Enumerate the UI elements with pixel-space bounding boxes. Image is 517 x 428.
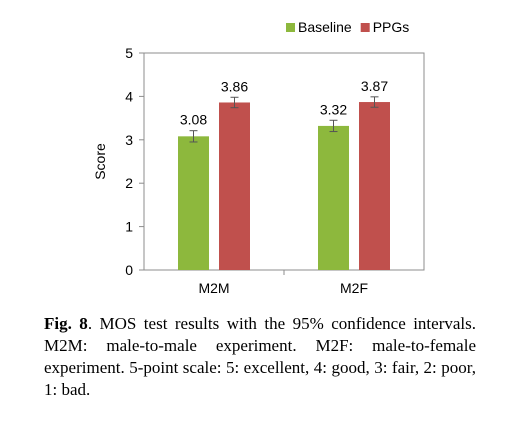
legend-label-baseline: Baseline [298, 19, 352, 35]
data-label: 3.86 [221, 78, 248, 94]
y-tick-label: 4 [125, 88, 133, 104]
legend-swatch-ppgs [360, 23, 370, 32]
bar-chart: Baseline PPGs 0 1 2 3 4 5 Score 3.08 3.86 3.32 3.8… [92, 19, 425, 296]
y-axis-label: Score [92, 143, 108, 180]
chart-area: Baseline PPGs 0 1 2 3 4 5 Score 3.08 3.86 3.32 3.8… [92, 19, 425, 296]
legend-swatch-baseline [286, 23, 295, 32]
y-tick-label: 3 [125, 132, 133, 148]
y-tick-label: 0 [125, 262, 133, 278]
data-label: 3.87 [361, 78, 388, 94]
legend-label-ppgs: PPGs [373, 19, 410, 35]
bar-baseline-m2m [178, 136, 209, 270]
y-tick-label: 2 [125, 175, 133, 191]
bar-ppgs-m2m [219, 102, 250, 270]
y-tick-label: 5 [125, 45, 133, 61]
x-tick-label: M2F [340, 280, 368, 296]
data-label: 3.08 [180, 112, 207, 128]
legend: Baseline PPGs [286, 19, 409, 35]
bars: 3.08 3.86 3.32 3.87 [178, 78, 390, 271]
figure-caption: Fig. 8. MOS test results with the 95% co… [44, 313, 476, 401]
data-label: 3.32 [320, 101, 347, 117]
caption-text: . MOS test results with the 95% confiden… [44, 314, 476, 399]
bar-ppgs-m2f [359, 102, 390, 271]
caption-figure-number: Fig. 8 [44, 314, 88, 333]
bar-baseline-m2f [318, 125, 349, 270]
y-tick-label: 1 [125, 219, 133, 235]
x-axis: M2M M2F [198, 270, 368, 296]
x-tick-label: M2M [198, 280, 229, 296]
